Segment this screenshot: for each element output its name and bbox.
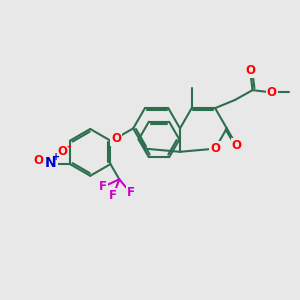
- Text: F: F: [127, 186, 135, 199]
- Text: O: O: [245, 64, 255, 77]
- Text: O: O: [232, 139, 242, 152]
- Text: O: O: [111, 132, 121, 145]
- Text: N: N: [45, 156, 57, 170]
- Text: O: O: [33, 154, 43, 167]
- Text: +: +: [52, 152, 60, 163]
- Text: F: F: [99, 180, 107, 193]
- Text: O: O: [267, 86, 277, 99]
- Text: O: O: [210, 142, 220, 155]
- Text: F: F: [109, 189, 117, 202]
- Text: -: -: [67, 142, 71, 152]
- Text: O: O: [57, 145, 67, 158]
